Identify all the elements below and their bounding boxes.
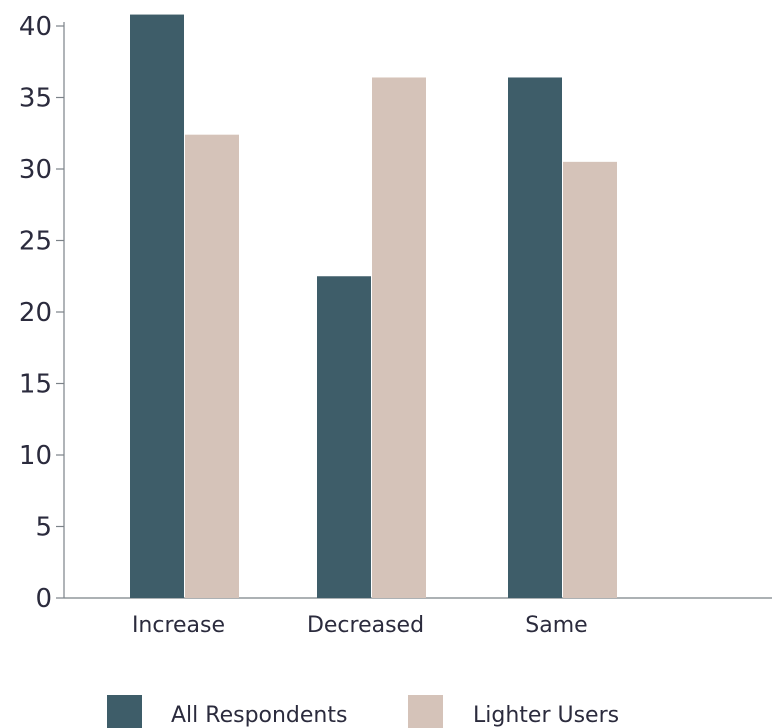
bars xyxy=(130,14,617,599)
legend-swatch xyxy=(107,695,142,728)
bar-increase-all-respondents xyxy=(130,14,184,599)
y-tick-label: 15 xyxy=(19,370,52,400)
legend-label: All Respondents xyxy=(171,703,347,728)
bar-same-lighter-users xyxy=(563,161,617,598)
y-tick-label: 5 xyxy=(35,513,52,543)
bar-same-all-respondents xyxy=(508,77,562,599)
x-tick-label: Decreased xyxy=(307,613,424,638)
y-tick-label: 30 xyxy=(19,155,52,185)
legend-label: Lighter Users xyxy=(473,703,619,728)
y-tick-label: 10 xyxy=(19,441,52,471)
bar-increase-lighter-users xyxy=(185,134,239,598)
bar-decreased-lighter-users xyxy=(372,77,426,599)
x-axis: Increase Decreased Same xyxy=(64,597,772,638)
legend: All Respondents Lighter Users xyxy=(107,695,619,728)
y-tick-label: 35 xyxy=(19,84,52,114)
y-tick-label: 20 xyxy=(19,298,52,328)
x-tick-label: Increase xyxy=(132,613,225,638)
bar-decreased-all-respondents xyxy=(317,276,371,598)
legend-swatch xyxy=(408,695,443,728)
y-tick-label: 25 xyxy=(19,227,52,257)
y-tick-label: 0 xyxy=(35,584,52,614)
x-tick-label: Same xyxy=(525,613,587,638)
y-axis: 0 5 10 15 20 25 30 35 40 xyxy=(19,12,65,614)
y-tick-label: 40 xyxy=(19,12,52,42)
